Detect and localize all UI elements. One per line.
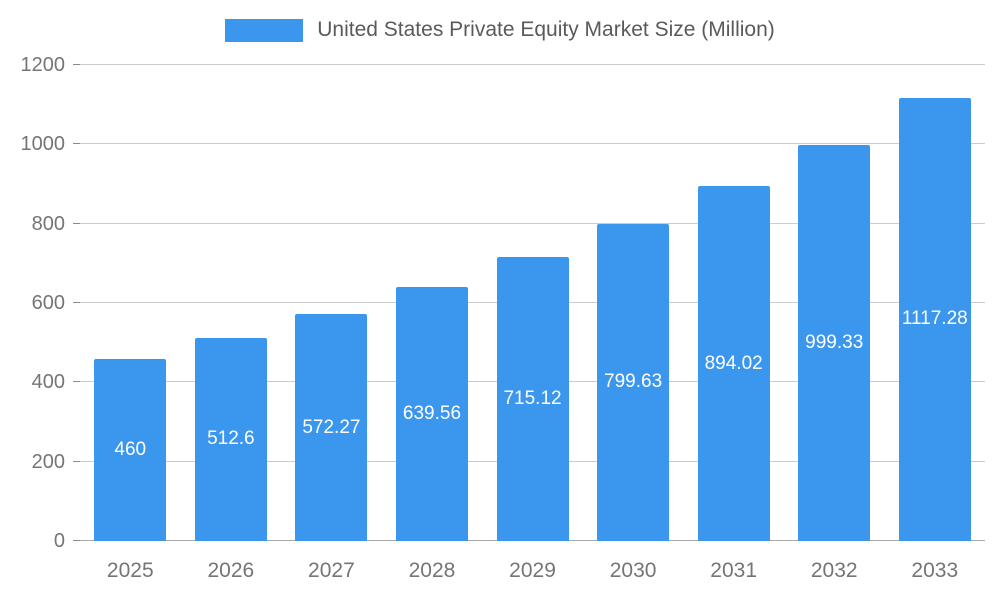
x-tick-label: 2028 <box>408 559 456 582</box>
gridline <box>80 143 985 145</box>
bar-value-label: 639.56 <box>402 403 462 425</box>
x-tick-label: 2031 <box>710 559 758 582</box>
bar-2025[interactable]: 460 <box>94 358 167 541</box>
x-tick-label: 2027 <box>308 559 355 582</box>
y-tick-label: 600 <box>31 292 65 314</box>
bar-slot: 999.33 <box>784 65 885 541</box>
bar-slot: 572.27 <box>281 65 382 541</box>
y-tick-label: 800 <box>31 212 65 235</box>
y-tick-mark <box>73 381 80 383</box>
bar-slot: 1117.28 <box>885 65 986 541</box>
y-tick-mark <box>73 222 80 224</box>
bar-value-label: 999.33 <box>805 331 864 353</box>
bar-2029[interactable]: 715.12 <box>496 257 569 541</box>
y-tick-label: 200 <box>31 450 65 473</box>
y-tick-mark <box>73 540 80 541</box>
bar-slot: 894.02 <box>683 65 784 541</box>
gridline <box>80 64 985 65</box>
bars-group: 460 512.6 572.27 639.56 715.12 799.63 894.02 99… <box>80 65 985 541</box>
x-axis: 2025 2026 2027 2028 2029 2030 2031 2032 2033 <box>80 541 985 583</box>
chart-title: United States Private Equity Market Size… <box>317 18 775 41</box>
bar-value-label: 512.6 <box>207 428 255 450</box>
bar-slot: 639.56 <box>382 65 483 541</box>
y-tick-mark <box>73 302 80 303</box>
x-tick-label: 2026 <box>207 559 255 582</box>
chart-legend: United States Private Equity Market Size… <box>0 18 1000 42</box>
bar-slot: 799.63 <box>583 65 684 541</box>
y-tick-label: 400 <box>31 371 65 394</box>
y-tick-label: 1200 <box>20 54 66 76</box>
x-tick-label: 2029 <box>509 559 556 582</box>
y-tick-mark <box>73 143 80 145</box>
bar-2028[interactable]: 639.56 <box>395 287 468 541</box>
x-tick-label: 2032 <box>810 559 858 582</box>
bar-value-label: 460 <box>114 438 147 460</box>
bar-value-label: 1117.28 <box>901 308 968 330</box>
bar-slot: 512.6 <box>181 65 282 541</box>
y-tick-label: 0 <box>53 530 65 552</box>
bar-2033[interactable]: 1117.28 <box>898 97 971 541</box>
bar-value-label: 894.02 <box>704 352 763 374</box>
bar-2026[interactable]: 512.6 <box>194 337 267 541</box>
x-tick-label: 2025 <box>106 559 154 582</box>
bar-value-label: 572.27 <box>302 416 361 438</box>
x-tick-label: 2030 <box>609 559 657 582</box>
bar-2031[interactable]: 894.02 <box>697 186 770 541</box>
bar-value-label: 715.12 <box>503 388 562 410</box>
bar-slot: 460 <box>80 65 181 541</box>
bar-2030[interactable]: 799.63 <box>597 223 670 541</box>
x-tick-label: 2033 <box>911 559 959 582</box>
legend-swatch <box>225 18 304 42</box>
bar-slot: 715.12 <box>482 65 583 541</box>
gridline <box>80 222 985 224</box>
plot-area: 0 200 400 600 800 1000 1200 460 512.6 572.27 639.5… <box>21 55 985 551</box>
y-tick-mark <box>73 460 80 462</box>
y-tick-mark <box>73 64 80 65</box>
bar-2032[interactable]: 999.33 <box>798 144 871 541</box>
bar-value-label: 799.63 <box>604 371 663 393</box>
y-tick-label: 1000 <box>20 133 66 156</box>
bar-2027[interactable]: 572.27 <box>295 314 368 541</box>
